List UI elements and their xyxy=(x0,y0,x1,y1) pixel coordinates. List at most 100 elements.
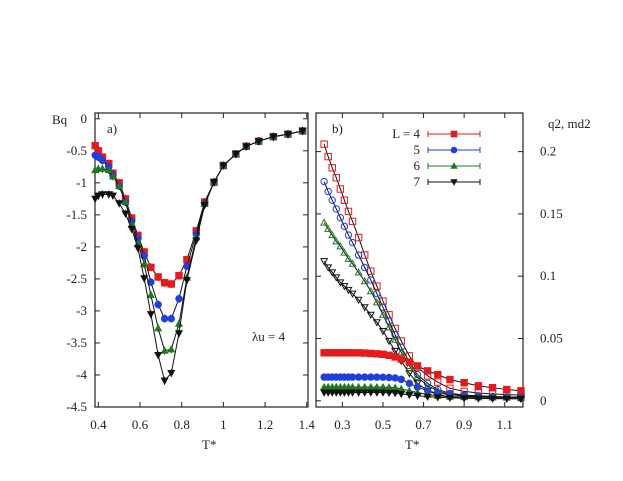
data-point-q2-L4 xyxy=(328,164,336,172)
data-point-bq-LL = 4 xyxy=(154,273,162,281)
data-point-md2-L7 xyxy=(391,389,400,398)
data-point-bq-L7 xyxy=(192,237,201,245)
panel-a-label: a) xyxy=(107,121,117,136)
data-point-md2-L7 xyxy=(405,391,414,400)
data-point-q2-L6 xyxy=(391,335,400,343)
data-point-md2-L7 xyxy=(354,389,363,397)
y-tick-label: 0.1 xyxy=(540,268,556,283)
data-point-md2-L7 xyxy=(460,395,469,403)
y-tick-label: -3 xyxy=(76,303,87,318)
y-tick-label: -1.5 xyxy=(66,207,87,222)
data-point-bq-L7 xyxy=(98,191,107,199)
data-point-bq-L6 xyxy=(98,164,107,172)
data-point-q2-L5 xyxy=(328,196,336,204)
data-point-md2-L7 xyxy=(516,395,526,404)
series-line-1 xyxy=(94,130,303,320)
data-point-bq-L7 xyxy=(160,377,169,385)
y-tick-label: -2.5 xyxy=(66,271,87,286)
data-point-q2-L5 xyxy=(354,251,363,259)
data-point-bq-L7 xyxy=(209,179,219,187)
data-point-q2-L5 xyxy=(344,231,353,239)
data-point-bq-L6 xyxy=(108,172,117,180)
data-point-q2-L5 xyxy=(340,222,349,231)
data-point-bq-LL = 4 xyxy=(167,280,175,288)
x-tick-label: 0.7 xyxy=(415,417,432,432)
data-point-q2-L5 xyxy=(336,213,345,222)
data-point-q2-L4 xyxy=(434,378,442,386)
x-tick-label: 0.8 xyxy=(174,417,190,432)
panel-a-ylabel: Bq xyxy=(52,112,68,127)
data-point-q2-L6 xyxy=(397,347,406,356)
data-point-md2-L7 xyxy=(474,395,483,403)
data-point-md2-L7 xyxy=(385,389,394,398)
data-point-md2-L5 xyxy=(391,374,399,382)
data-point-q2-L7 xyxy=(340,283,349,291)
data-point-q2-L6 xyxy=(336,242,345,250)
data-point-bq-L6 xyxy=(154,323,163,332)
y-tick-label: -1 xyxy=(76,175,87,190)
data-point-md2-L5 xyxy=(379,373,387,381)
panel-a-xlabel: T* xyxy=(202,437,216,452)
panel-a-frame xyxy=(94,112,309,408)
data-point-bq-L7 xyxy=(269,133,278,141)
data-point-bq-L7 xyxy=(231,150,240,159)
data-point-q2-L6 xyxy=(366,286,375,295)
data-point-q2-L5 xyxy=(324,187,332,196)
series-line-0 xyxy=(323,143,521,396)
data-point-bq-L7 xyxy=(94,192,103,200)
data-point-bq-L5 xyxy=(175,295,183,303)
y-tick-label: -2 xyxy=(76,239,87,254)
data-point-bq-L7 xyxy=(121,210,130,218)
data-point-md2-L4 xyxy=(423,367,432,375)
data-point-md2-L4 xyxy=(373,350,381,358)
data-point-bq-L7 xyxy=(219,162,228,170)
data-point-md2-L7 xyxy=(378,389,388,397)
data-point-bq-L7 xyxy=(174,330,184,338)
x-tick-label: 0.9 xyxy=(456,417,472,432)
x-tick-label: 1.2 xyxy=(257,417,273,432)
data-point-q2-L7 xyxy=(336,279,345,287)
data-point-md2-L4 xyxy=(460,379,468,387)
data-point-q2-L4 xyxy=(336,185,345,193)
data-point-bq-L6 xyxy=(115,181,124,190)
panel-a-annotation: λu = 4 xyxy=(252,329,286,344)
x-tick-label: 1 xyxy=(220,417,227,432)
data-point-bq-L7 xyxy=(283,131,293,139)
series-line-1 xyxy=(323,181,521,398)
data-point-q2-L6 xyxy=(344,254,353,262)
data-point-bq-L7 xyxy=(298,127,307,136)
y-tick-label: 0 xyxy=(540,393,547,408)
data-point-q2-L6 xyxy=(372,298,381,306)
data-point-q2-L4 xyxy=(320,140,328,148)
legend-label: 5 xyxy=(414,142,421,157)
y-tick-label: 0.15 xyxy=(540,206,563,221)
data-point-bq-LL = 4 xyxy=(147,263,155,272)
data-point-bq-LL = 4 xyxy=(175,271,183,280)
legend-label: 6 xyxy=(414,158,421,173)
legend-marker xyxy=(450,146,458,154)
data-point-q2-L5 xyxy=(367,276,375,284)
data-point-bq-L5 xyxy=(98,156,107,165)
data-point-md2-L7 xyxy=(433,394,442,402)
data-point-md2-L5 xyxy=(385,373,393,382)
data-point-md2-L5 xyxy=(354,373,363,381)
data-point-md2-L7 xyxy=(397,390,406,399)
data-point-md2-L5 xyxy=(348,373,357,381)
data-point-md2-L7 xyxy=(445,394,454,403)
series-line-0 xyxy=(94,130,303,285)
data-point-q2-L7 xyxy=(413,380,422,388)
data-point-bq-L6 xyxy=(146,290,155,298)
data-point-q2-L7 xyxy=(348,290,357,298)
data-point-q2-L7 xyxy=(372,319,381,327)
data-point-md2-L4 xyxy=(385,351,393,360)
data-point-q2-L7 xyxy=(344,286,353,295)
data-point-bq-L6 xyxy=(160,346,169,354)
y-tick-label: -4.5 xyxy=(66,399,87,414)
data-point-bq-L7 xyxy=(154,352,163,360)
data-point-bq-L7 xyxy=(108,192,117,200)
panel-b-frame xyxy=(315,112,524,408)
data-point-md2-L4 xyxy=(517,387,525,395)
x-tick-label: 0.4 xyxy=(90,417,107,432)
y-tick-label: -3.5 xyxy=(66,335,87,350)
